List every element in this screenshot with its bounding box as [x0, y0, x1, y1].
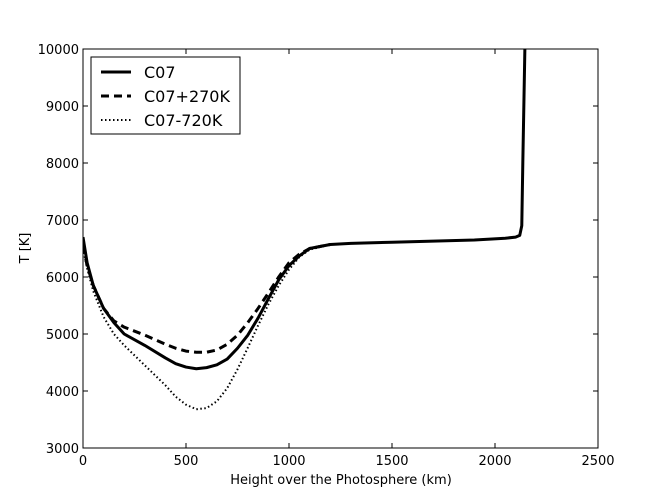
y-tick-label: 8000 — [46, 157, 79, 172]
x-tick-label: 0 — [79, 454, 87, 469]
legend-label-c07-minus-720k: C07-720K — [144, 111, 223, 130]
y-tick-label: 10000 — [38, 43, 79, 58]
plot-frame — [82, 48, 599, 449]
series-line-c07 — [83, 49, 527, 371]
x-axis-label: Height over the Photosphere (km) — [230, 473, 452, 488]
y-tick-label: 7000 — [46, 214, 79, 229]
y-tick-label: 3000 — [46, 442, 79, 457]
y-axis-label: T [K] — [18, 233, 33, 265]
x-tick-label: 2500 — [581, 454, 614, 469]
x-tick-label: 2000 — [478, 454, 511, 469]
legend-label-c07-plus-270k: C07+270K — [144, 87, 230, 106]
legend: C07 C07+270K C07-720K — [90, 56, 241, 135]
y-tick-label: 9000 — [46, 100, 79, 115]
y-tick-label: 6000 — [46, 271, 79, 286]
y-tick-label: 5000 — [46, 328, 79, 343]
axes-layer: 0 500 1000 1500 2000 2500 3000 4000 5000 6000 7000… — [38, 43, 615, 469]
y-tick-label: 4000 — [46, 385, 79, 400]
legend-label-c07: C07 — [144, 63, 176, 82]
x-tick-label: 1500 — [375, 454, 408, 469]
x-tick-label: 500 — [174, 454, 199, 469]
series-layer — [83, 49, 527, 411]
series-line-c07-minus-720k — [83, 243, 331, 411]
x-tick-label: 1000 — [272, 454, 305, 469]
